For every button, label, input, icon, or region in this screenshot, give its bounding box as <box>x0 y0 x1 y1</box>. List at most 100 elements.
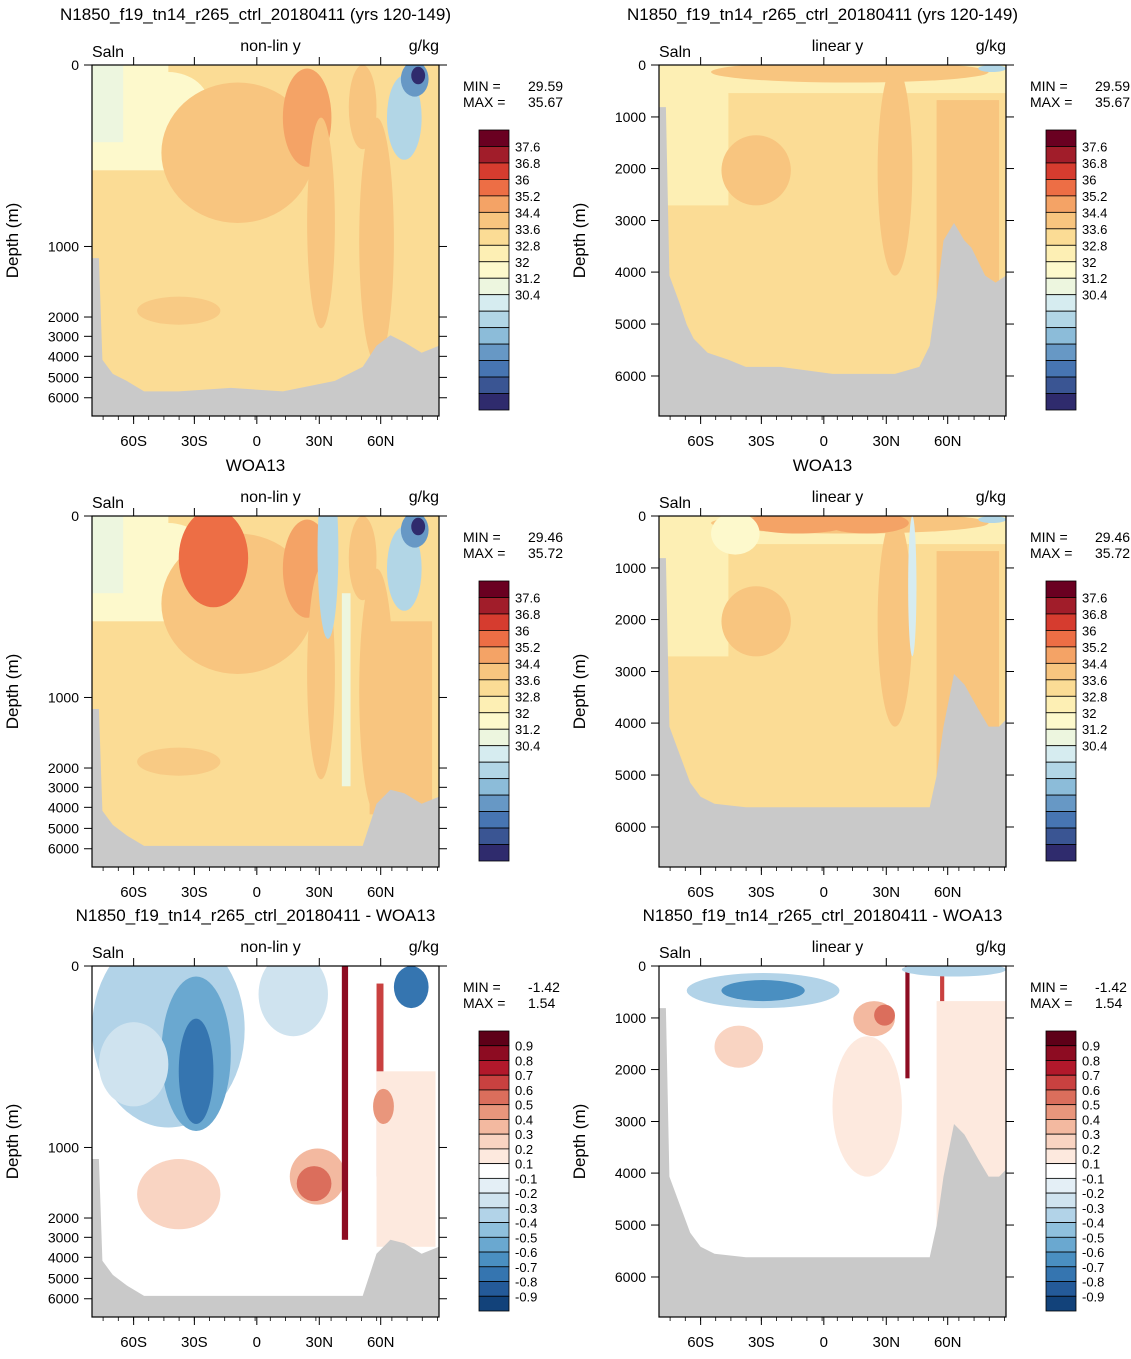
y-tick-label: 1000 <box>615 1010 646 1026</box>
colorbar-swatch <box>478 646 510 664</box>
seafloor <box>659 107 1006 416</box>
max-label: MAX = <box>1030 94 1072 110</box>
colorbar-swatch <box>1045 310 1077 329</box>
colorbar-label: 37.6 <box>515 590 540 605</box>
y-tick-label: 2000 <box>615 161 646 177</box>
y-axis-label: Depth (m) <box>3 654 22 730</box>
contour-region <box>825 516 909 534</box>
colorbar-swatch <box>1045 1089 1077 1106</box>
colorbar-swatch <box>478 1104 510 1120</box>
y-tick-label: 4000 <box>615 264 646 280</box>
colorbar-label: 32.8 <box>1082 689 1107 704</box>
colorbar-swatch <box>478 1251 510 1268</box>
colorbar-label: 0.7 <box>1082 1068 1100 1083</box>
colorbar-swatch <box>478 343 510 361</box>
y-tick-label: 2000 <box>615 612 646 628</box>
contour-region <box>369 621 433 815</box>
colorbar-swatch <box>478 146 510 164</box>
colorbar-swatch <box>478 679 510 697</box>
colorbar-swatch <box>1045 1236 1077 1253</box>
colorbar-label: 32 <box>515 706 529 721</box>
panel-4: WOA13 Saln linear y g/kg 0 1000 2000 3000 4000 50… <box>570 456 1130 901</box>
contour-region <box>359 117 394 364</box>
colorbar-swatch <box>1045 393 1077 411</box>
colorbar-label: 36 <box>1082 623 1096 638</box>
y-tick-label: 1000 <box>615 560 646 576</box>
panel-title: N1850_f19_tn14_r265_ctrl_20180411 - WOA1… <box>643 906 1003 925</box>
contour-region <box>373 1088 394 1124</box>
contour-region <box>386 526 422 611</box>
colorbar-label: 32.8 <box>515 689 540 704</box>
contour-region <box>137 1159 221 1230</box>
colorbar-swatch <box>1045 1104 1077 1120</box>
colorbar-swatch <box>478 794 510 812</box>
contour-region <box>721 135 791 206</box>
colorbar-swatch <box>478 844 510 862</box>
min-label: MIN = <box>463 979 501 995</box>
y-tick-label: 4000 <box>48 799 79 815</box>
y-tick-label: 6000 <box>48 1291 79 1307</box>
x-tick-label: 0 <box>253 1334 261 1351</box>
colorbar-swatch <box>478 211 510 230</box>
max-value: 35.67 <box>528 94 563 110</box>
colorbar-label: -0.8 <box>1082 1275 1104 1290</box>
contour-region <box>137 747 221 776</box>
colorbar-swatch <box>1045 277 1077 296</box>
colorbar-swatch <box>478 1266 510 1282</box>
colorbar-label: 33.6 <box>515 673 540 688</box>
colorbar-label: 37.6 <box>1082 590 1107 605</box>
y-tick-label: 0 <box>71 958 79 974</box>
units-label: g/kg <box>976 38 1006 55</box>
y-tick-label: 3000 <box>615 663 646 679</box>
colorbar-swatch <box>478 1281 510 1297</box>
colorbar-swatch <box>1045 244 1077 263</box>
contour-region <box>905 966 910 1079</box>
colorbar-label: 36.8 <box>1082 156 1107 171</box>
colorbar-swatch <box>1045 844 1077 862</box>
colorbar-swatch <box>478 195 510 213</box>
min-value: 29.46 <box>1095 529 1130 545</box>
colorbar-label: 36 <box>515 172 529 187</box>
x-tick-label: 30S <box>181 433 208 450</box>
x-tick-label: 30N <box>873 884 901 901</box>
colorbar-swatch <box>1045 1177 1077 1194</box>
panel-5: N1850_f19_tn14_r265_ctrl_20180411 - WOA1… <box>3 906 560 1351</box>
colorbar-label: 0.5 <box>515 1098 533 1113</box>
panel-1: N1850_f19_tn14_r265_ctrl_20180411 (yrs 1… <box>3 5 563 450</box>
y-axis-label: Depth (m) <box>570 654 589 730</box>
y-tick-label: 5000 <box>48 1270 79 1286</box>
colorbar-swatch <box>478 1163 510 1179</box>
colorbar-swatch <box>1045 1222 1077 1238</box>
colorbar-swatch <box>1045 1251 1077 1268</box>
contour-region <box>659 65 729 206</box>
y-tick-label: 4000 <box>48 1249 79 1265</box>
colorbar-swatch <box>478 630 510 648</box>
colorbar-swatch <box>1045 360 1077 378</box>
x-tick-label: 60S <box>687 1334 714 1351</box>
y-tick-label: 5000 <box>615 316 646 332</box>
y-tick-label: 2000 <box>48 760 79 776</box>
y-tick-label: 2000 <box>615 1062 646 1078</box>
salinity-field <box>659 65 1006 416</box>
variable-label: Saln <box>659 945 691 962</box>
contour-region <box>721 980 805 1002</box>
colorbar-swatch <box>478 376 510 394</box>
min-label: MIN = <box>1030 529 1068 545</box>
colorbar-swatch <box>1045 1207 1077 1223</box>
contour-region <box>307 117 335 329</box>
max-value: 1.54 <box>1095 995 1122 1011</box>
colorbar-label: 0.9 <box>515 1039 533 1054</box>
panel-title: N1850_f19_tn14_r265_ctrl_20180411 (yrs 1… <box>60 5 451 24</box>
plot-frame <box>91 515 440 868</box>
y-tick-label: 5000 <box>48 820 79 836</box>
seafloor <box>92 1159 439 1317</box>
x-tick-label: 60N <box>367 1334 395 1351</box>
contour-region <box>92 65 124 143</box>
salinity-field <box>92 966 439 1317</box>
colorbar-swatch <box>1045 195 1077 213</box>
colorbar-swatch <box>478 244 510 263</box>
contour-region <box>978 516 1006 524</box>
min-label: MIN = <box>1030 78 1068 94</box>
colorbar-swatch <box>478 277 510 296</box>
